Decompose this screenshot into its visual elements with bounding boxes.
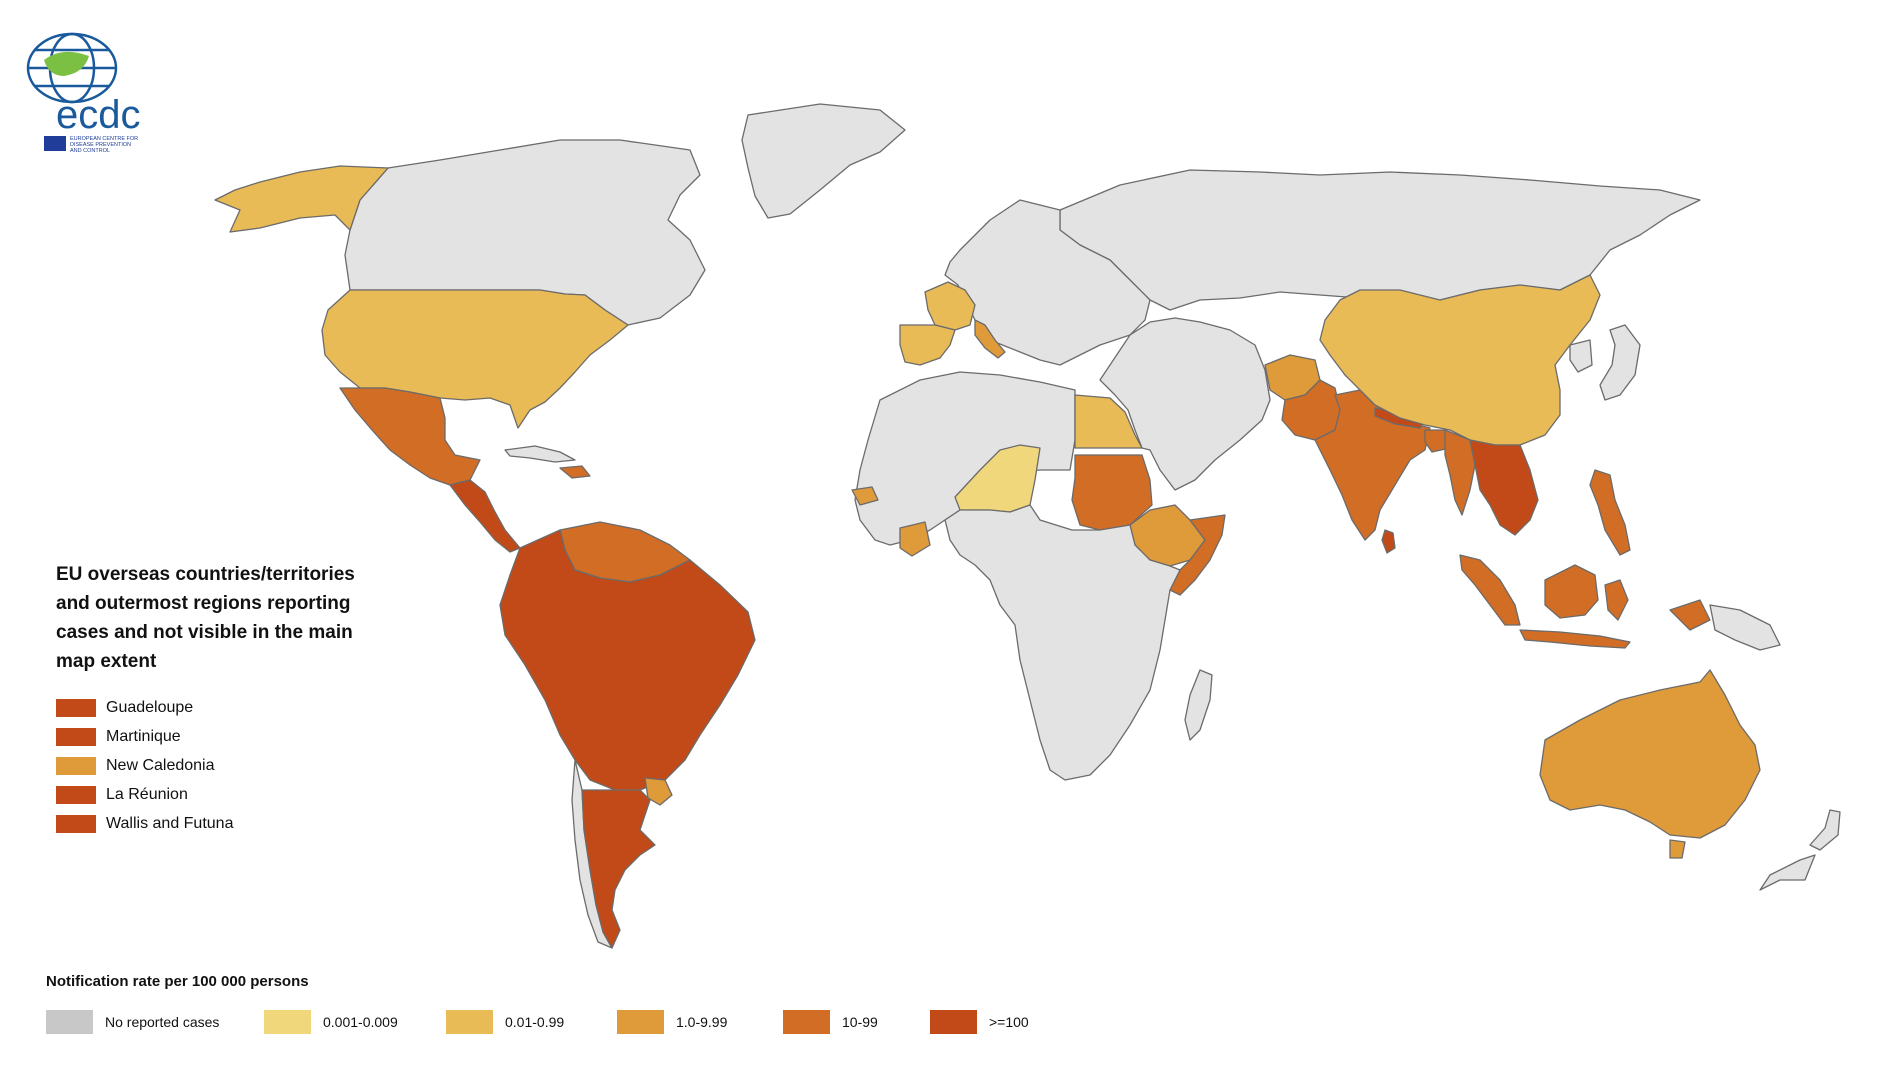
region-egypt [1074,394,1143,449]
region-new-zealand [1759,809,1841,891]
region-dominican-republic [559,465,591,479]
eu-overseas-legend-item: New Caledonia [56,752,356,781]
legend-swatch [930,1010,977,1034]
rate-legend-label: No reported cases [105,1014,220,1030]
region-greenland [741,103,906,219]
region-france [924,281,976,331]
region-borneo [1544,564,1599,619]
rate-legend-title: Notification rate per 100 000 persons [46,973,309,990]
rate-legend-item: 0.001-0.009 [264,1010,398,1034]
eu-overseas-legend-label: La Réunion [106,785,188,803]
region-bangladesh [1424,429,1451,453]
rate-legend-item: No reported cases [46,1010,219,1034]
legend-swatch [56,814,96,833]
logo-caption-line1: EUROPEAN CENTRE FOR [70,136,138,142]
region-malaysia-sumatra [1459,554,1521,626]
region-central-america [449,479,521,553]
rate-legend: No reported cases 0.001-0.009 0.01-0.99 1.0… [46,1010,1846,1036]
region-japan-korea [1569,324,1641,401]
legend-swatch [56,785,96,804]
legend-swatch [446,1010,493,1034]
rate-legend-item: 1.0-9.99 [617,1010,727,1034]
eu-overseas-legend-label: Wallis and Futuna [106,814,234,832]
eu-overseas-legend-item: Wallis and Futuna [56,809,356,838]
region-tasmania [1669,839,1686,859]
region-thailand-indochina [1469,439,1539,536]
eu-overseas-legend-item: Martinique [56,723,356,752]
region-central-south-africa [944,504,1181,781]
logo-caption-line3: AND CONTROL [70,148,110,154]
rate-legend-label: 1.0-9.99 [676,1014,728,1030]
logo-caption-line2: DISEASE PREVENTION [70,142,131,148]
rate-legend-item: 10-99 [783,1010,878,1034]
legend-swatch [56,756,96,775]
region-australia [1539,669,1761,839]
eu-overseas-legend-label: Martinique [106,728,181,746]
legend-swatch [783,1010,830,1034]
region-cote-divoire [899,521,931,557]
rate-legend-label: 10-99 [842,1014,878,1030]
region-madagascar [1184,669,1213,741]
rate-legend-item: >=100 [930,1010,1029,1034]
region-middle-east [1099,317,1271,491]
region-papua-new-guinea [1709,604,1781,651]
region-south-america-north [499,529,756,791]
eu-overseas-legend-label: New Caledonia [106,756,215,774]
region-italy [974,319,1006,359]
eu-overseas-legend: EU overseas countries/territories and ou… [56,560,356,838]
region-java [1519,629,1631,649]
region-sulawesi [1604,579,1711,631]
legend-swatch [56,728,96,747]
region-china [1319,274,1601,446]
legend-swatch [56,699,96,718]
ecdc-logo-graphic: ecdc EUROPEAN CENTRE FOR DISEASE PREVENT… [26,32,141,154]
ecdc-logo: ecdc EUROPEAN CENTRE FOR DISEASE PREVENT… [14,28,164,158]
rate-legend-label: >=100 [989,1014,1029,1030]
region-cuba [504,445,576,463]
region-somalia-kenya [1169,514,1226,596]
legend-swatch [617,1010,664,1034]
region-sri-lanka [1381,529,1396,554]
region-senegal [851,486,879,506]
region-uruguay [644,777,673,806]
region-russia-north-asia [1059,169,1701,311]
logo-wordmark: ecdc [56,93,141,137]
region-philippines [1589,469,1631,556]
eu-overseas-legend-title: EU overseas countries/territories and ou… [56,564,355,672]
region-alaska [214,165,389,233]
eu-overseas-legend-items: Guadeloupe Martinique New Caledonia La Réun… [56,694,356,838]
legend-swatch [264,1010,311,1034]
rate-legend-label: 0.001-0.009 [323,1014,398,1030]
region-canada [344,139,706,326]
eu-overseas-legend-item: La Réunion [56,780,356,809]
legend-swatch [46,1010,93,1034]
region-spain-portugal [899,324,956,366]
region-united-states [321,289,629,429]
rate-legend-label: 0.01-0.99 [505,1014,565,1030]
rate-legend-item: 0.01-0.99 [446,1010,564,1034]
eu-overseas-legend-item: Guadeloupe [56,694,356,723]
eu-overseas-legend-label: Guadeloupe [106,699,194,717]
region-mexico [339,387,481,486]
